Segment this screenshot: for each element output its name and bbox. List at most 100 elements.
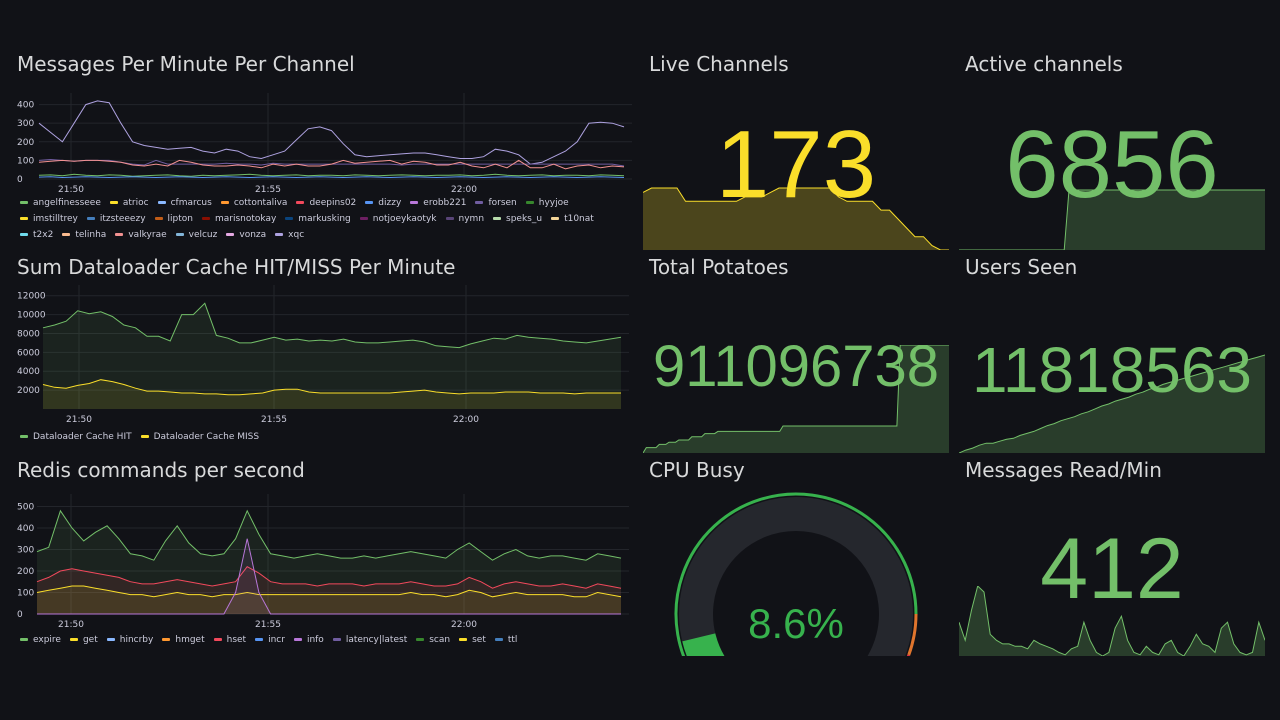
legend-item[interactable]: t10nat [551,211,594,227]
legend-item[interactable]: hset [213,632,246,648]
legend-item[interactable]: info [293,632,324,648]
redis-series-line[interactable] [36,509,622,561]
sparkline-fill [959,190,1265,250]
y-tick-label: 200 [17,567,34,577]
legend-item[interactable]: incr [255,632,285,648]
legend-item[interactable]: marisnotokay [201,211,276,227]
legend-item[interactable]: lipton [154,211,193,227]
panel-title[interactable]: Sum Dataloader Cache HIT/MISS Per Minute [17,255,456,279]
panel-cpu-busy: CPU Busy 8.6% [643,458,949,656]
x-tick-label: 22:00 [453,415,479,425]
redis-series-line[interactable] [37,538,621,615]
panel-title[interactable]: Live Channels [649,52,789,76]
legend-item[interactable]: imstilltrey [20,211,78,227]
legend-label: expire [33,635,61,645]
legend-item[interactable]: cottontaliva [220,195,287,211]
legend-item[interactable]: angelfinesseee [20,195,101,211]
panel-title[interactable]: Active channels [965,52,1123,76]
legend-label: angelfinesseee [33,198,101,208]
y-tick-label: 500 [17,502,34,512]
panel-title[interactable]: Users Seen [965,255,1078,279]
panel-title[interactable]: Messages Per Minute Per Channel [17,52,355,76]
legend-item[interactable]: hincrby [106,632,153,648]
legend-item[interactable]: forsen [475,195,517,211]
legend-label: deepins02 [309,198,357,208]
redis-series-line[interactable] [36,585,622,598]
legend-item[interactable]: erobb221 [410,195,466,211]
legend-item[interactable]: t2x2 [20,227,53,243]
stat-value: 173 [715,111,877,218]
redis-series-line[interactable] [36,566,622,589]
legend-swatch [20,201,28,204]
legend-item[interactable]: vonza [226,227,266,243]
messages-series-line[interactable] [38,100,625,165]
legend-swatch [115,233,124,236]
legend-swatch [154,217,163,220]
legend-swatch [20,217,28,220]
legend-item[interactable]: telinha [62,227,106,243]
legend-item[interactable]: Dataloader Cache HIT [20,429,132,445]
live-channels-sparkline [643,187,949,250]
legend-item[interactable]: cfmarcus [157,195,212,211]
legend-swatch [62,233,71,236]
panel-title[interactable]: CPU Busy [649,458,745,482]
x-tick-label: 21:50 [58,185,84,195]
legend-item[interactable]: xqc [275,227,304,243]
dataloader-series-line[interactable] [42,379,621,396]
legend-label: lipton [167,214,193,224]
panel-title[interactable]: Messages Read/Min [965,458,1162,482]
legend-label: ttl [507,635,518,645]
panel-title[interactable]: Total Potatoes [649,255,789,279]
dataloader-series-line[interactable] [42,302,622,349]
stat-value: 911096738 [652,334,939,399]
legend-item[interactable]: dizzy [365,195,401,211]
x-tick-label: 21:50 [58,620,84,630]
legend-swatch [220,201,229,204]
legend-swatch [69,638,78,641]
chart-legend: angelfinesseee atrioc cfmarcus cottontaliva… [20,195,620,243]
legend-item[interactable]: valkyrae [115,227,167,243]
legend-label: t2x2 [33,230,54,240]
legend-item[interactable]: notjoeykaotyk [359,211,437,227]
panel-title[interactable]: Redis commands per second [17,458,305,482]
messages-series-line[interactable] [38,173,625,177]
legend-item[interactable]: hyyjoe [525,195,569,211]
dataloader-chart: 2000 4000 6000 8000 10000 12000 21:50 21:55 22:0… [17,285,629,425]
legend-item[interactable]: atrioc [109,195,149,211]
y-tick-label: 12000 [17,292,46,302]
legend-item[interactable]: expire [20,632,61,648]
legend-swatch [475,201,484,204]
legend-item[interactable]: scan [416,632,450,648]
legend-label: notjoeykaotyk [372,214,437,224]
legend-swatch [459,638,468,641]
legend-label: Dataloader Cache MISS [153,432,260,442]
legend-item[interactable]: get [69,632,98,648]
legend-item[interactable]: ttl [494,632,518,648]
legend-item[interactable]: itzsteeezy [86,211,146,227]
legend-label: hmget [175,635,205,645]
legend-item[interactable]: set [459,632,486,648]
legend-swatch [293,638,302,641]
legend-label: markusking [298,214,351,224]
messages-series-line[interactable] [38,159,625,170]
sparkline-fill [959,355,1265,453]
dataloader-series-fill [43,303,621,409]
legend-item[interactable]: hmget [162,632,205,648]
legend-label: Dataloader Cache HIT [33,432,132,442]
y-tick-label: 400 [17,524,34,534]
y-tick-label: 2000 [17,386,40,396]
gauge-track [679,497,913,656]
x-tick-label: 21:55 [261,415,287,425]
y-tick-label: 200 [17,138,34,148]
legend-item[interactable]: markusking [285,211,351,227]
legend-item[interactable]: latency|latest [332,632,407,648]
legend-label: hyyjoe [538,198,569,208]
legend-item[interactable]: velcuz [175,227,217,243]
legend-item[interactable]: Dataloader Cache MISS [140,429,260,445]
legend-swatch [86,217,95,220]
messages-series-line[interactable] [38,176,625,179]
legend-item[interactable]: deepins02 [296,195,356,211]
legend-item[interactable]: speks_u [493,211,542,227]
legend-item[interactable]: nymn [445,211,484,227]
legend-label: imstilltrey [33,214,78,224]
